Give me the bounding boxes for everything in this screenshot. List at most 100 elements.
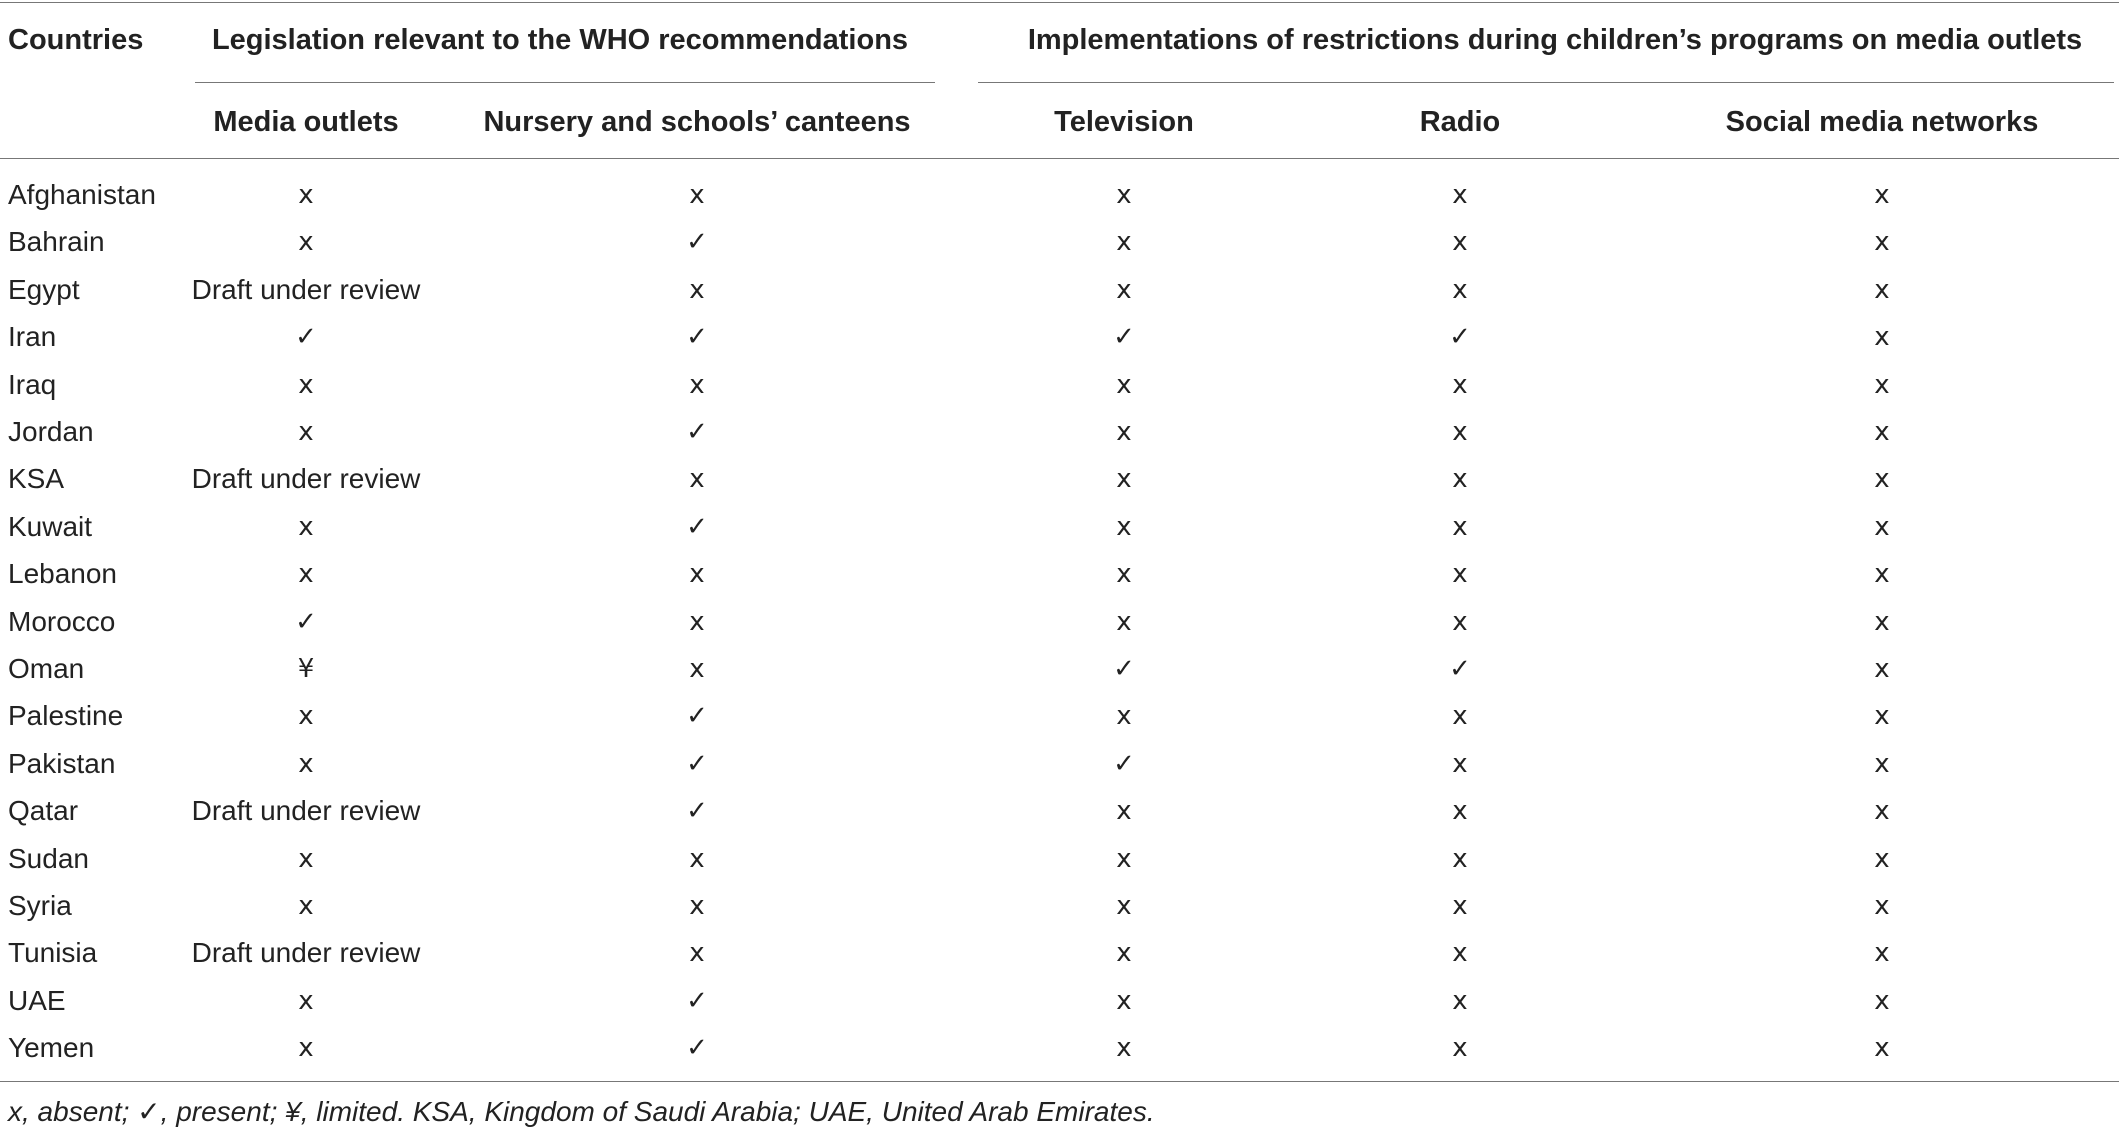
cell-country: Oman: [8, 653, 85, 684]
cell-country: Jordan: [8, 416, 94, 447]
cell-television: x: [1116, 369, 1132, 400]
cell-media-outlets: x: [298, 369, 314, 400]
header-media-outlets: Media outlets: [213, 106, 399, 138]
header-television: Television: [1054, 106, 1194, 138]
cell-media-outlets: x: [298, 1033, 314, 1064]
cell-media-outlets: x: [298, 227, 314, 258]
cell-country: Iraq: [8, 368, 57, 400]
cell-television: ✓: [1113, 322, 1135, 353]
cell-television: x: [1116, 891, 1132, 921]
cell-radio: ✓: [1449, 654, 1471, 684]
cell-country: Iran: [8, 321, 57, 353]
cell-canteens: ✓: [686, 748, 708, 779]
cell-social-media: x: [1874, 843, 1890, 874]
cell-canteens: x: [689, 274, 705, 305]
cell-radio: x: [1452, 891, 1468, 921]
cell-social-media: x: [1874, 559, 1890, 590]
cell-social-media: x: [1874, 796, 1890, 827]
cell-radio: x: [1452, 985, 1468, 1016]
cell-social-media: x: [1874, 985, 1890, 1016]
header-canteens: Nursery and schools’ canteens: [483, 106, 911, 138]
cell-radio: x: [1452, 843, 1468, 874]
cell-television: x: [1116, 559, 1132, 590]
cell-country: KSA: [8, 463, 65, 495]
cell-canteens: x: [689, 891, 705, 921]
group-rule-legislation: [195, 82, 935, 83]
cell-country: Syria: [8, 890, 72, 921]
cell-media-outlets: ✓: [295, 606, 317, 637]
cell-country: Palestine: [8, 700, 124, 732]
bottom-rule: [0, 1081, 2119, 1082]
cell-radio: x: [1452, 559, 1468, 590]
cell-canteens: x: [689, 559, 705, 590]
cell-radio: x: [1452, 274, 1468, 305]
cell-media-outlets: ✓: [295, 322, 317, 353]
table-footnote: x, absent; ✓, present; ¥, limited. KSA, …: [8, 1096, 1155, 1127]
cell-social-media: x: [1874, 891, 1890, 921]
cell-media-outlets: Draft under review: [191, 795, 421, 827]
cell-country: Sudan: [8, 842, 89, 874]
cell-social-media: x: [1874, 417, 1890, 447]
cell-media-outlets: Draft under review: [191, 273, 421, 305]
cell-social-media: x: [1874, 511, 1890, 542]
cell-canteens: x: [689, 938, 705, 969]
cell-country: Morocco: [8, 605, 116, 637]
cell-media-outlets: x: [298, 180, 314, 210]
cell-media-outlets: x: [298, 559, 314, 590]
cell-television: x: [1116, 417, 1132, 447]
cell-media-outlets: x: [298, 843, 314, 874]
cell-television: x: [1116, 1033, 1132, 1064]
cell-social-media: x: [1874, 654, 1890, 684]
cell-country: Egypt: [8, 273, 80, 305]
cell-television: ✓: [1113, 654, 1135, 684]
cell-radio: x: [1452, 1033, 1468, 1064]
cell-media-outlets: ¥: [297, 654, 315, 684]
cell-canteens: x: [689, 654, 705, 684]
cell-canteens: x: [689, 369, 705, 400]
cell-radio: x: [1452, 938, 1468, 969]
cell-canteens: ✓: [686, 227, 708, 258]
cell-media-outlets: x: [298, 511, 314, 542]
cell-television: x: [1116, 938, 1132, 969]
cell-country: Tunisia: [8, 937, 98, 969]
cell-country: Bahrain: [8, 226, 105, 258]
cell-canteens: x: [689, 464, 705, 495]
cell-television: x: [1116, 701, 1132, 732]
cell-television: x: [1116, 606, 1132, 637]
header-group-implementation: Implementations of restrictions during c…: [1027, 24, 2083, 56]
cell-radio: x: [1452, 180, 1468, 210]
cell-social-media: x: [1874, 1033, 1890, 1064]
cell-canteens: ✓: [686, 417, 708, 447]
cell-canteens: x: [689, 606, 705, 637]
cell-radio: x: [1452, 369, 1468, 400]
header-social-media: Social media networks: [1725, 106, 2039, 138]
cell-media-outlets: x: [298, 748, 314, 779]
cell-radio: x: [1452, 417, 1468, 447]
cell-canteens: ✓: [686, 985, 708, 1016]
cell-radio: x: [1452, 464, 1468, 495]
cell-country: Kuwait: [8, 510, 93, 542]
cell-social-media: x: [1874, 938, 1890, 969]
cell-social-media: x: [1874, 606, 1890, 637]
cell-country: Qatar: [8, 795, 79, 827]
top-rule: [0, 2, 2119, 3]
cell-social-media: x: [1874, 322, 1890, 353]
cell-radio: x: [1452, 606, 1468, 637]
cell-radio: x: [1452, 511, 1468, 542]
cell-media-outlets: Draft under review: [191, 463, 421, 495]
group-rule-implementation: [978, 82, 2114, 83]
cell-media-outlets: x: [298, 985, 314, 1016]
cell-television: x: [1116, 227, 1132, 258]
cell-television: x: [1116, 796, 1132, 827]
cell-television: x: [1116, 511, 1132, 542]
cell-social-media: x: [1874, 274, 1890, 305]
cell-television: x: [1116, 180, 1132, 210]
cell-country: Lebanon: [8, 558, 118, 590]
header-bottom-rule: [0, 158, 2119, 159]
cell-television: x: [1116, 464, 1132, 495]
cell-media-outlets: x: [298, 891, 314, 921]
cell-country: Pakistan: [8, 747, 116, 779]
cell-radio: ✓: [1449, 322, 1471, 353]
cell-canteens: x: [689, 843, 705, 874]
header-countries: Countries: [8, 24, 144, 56]
